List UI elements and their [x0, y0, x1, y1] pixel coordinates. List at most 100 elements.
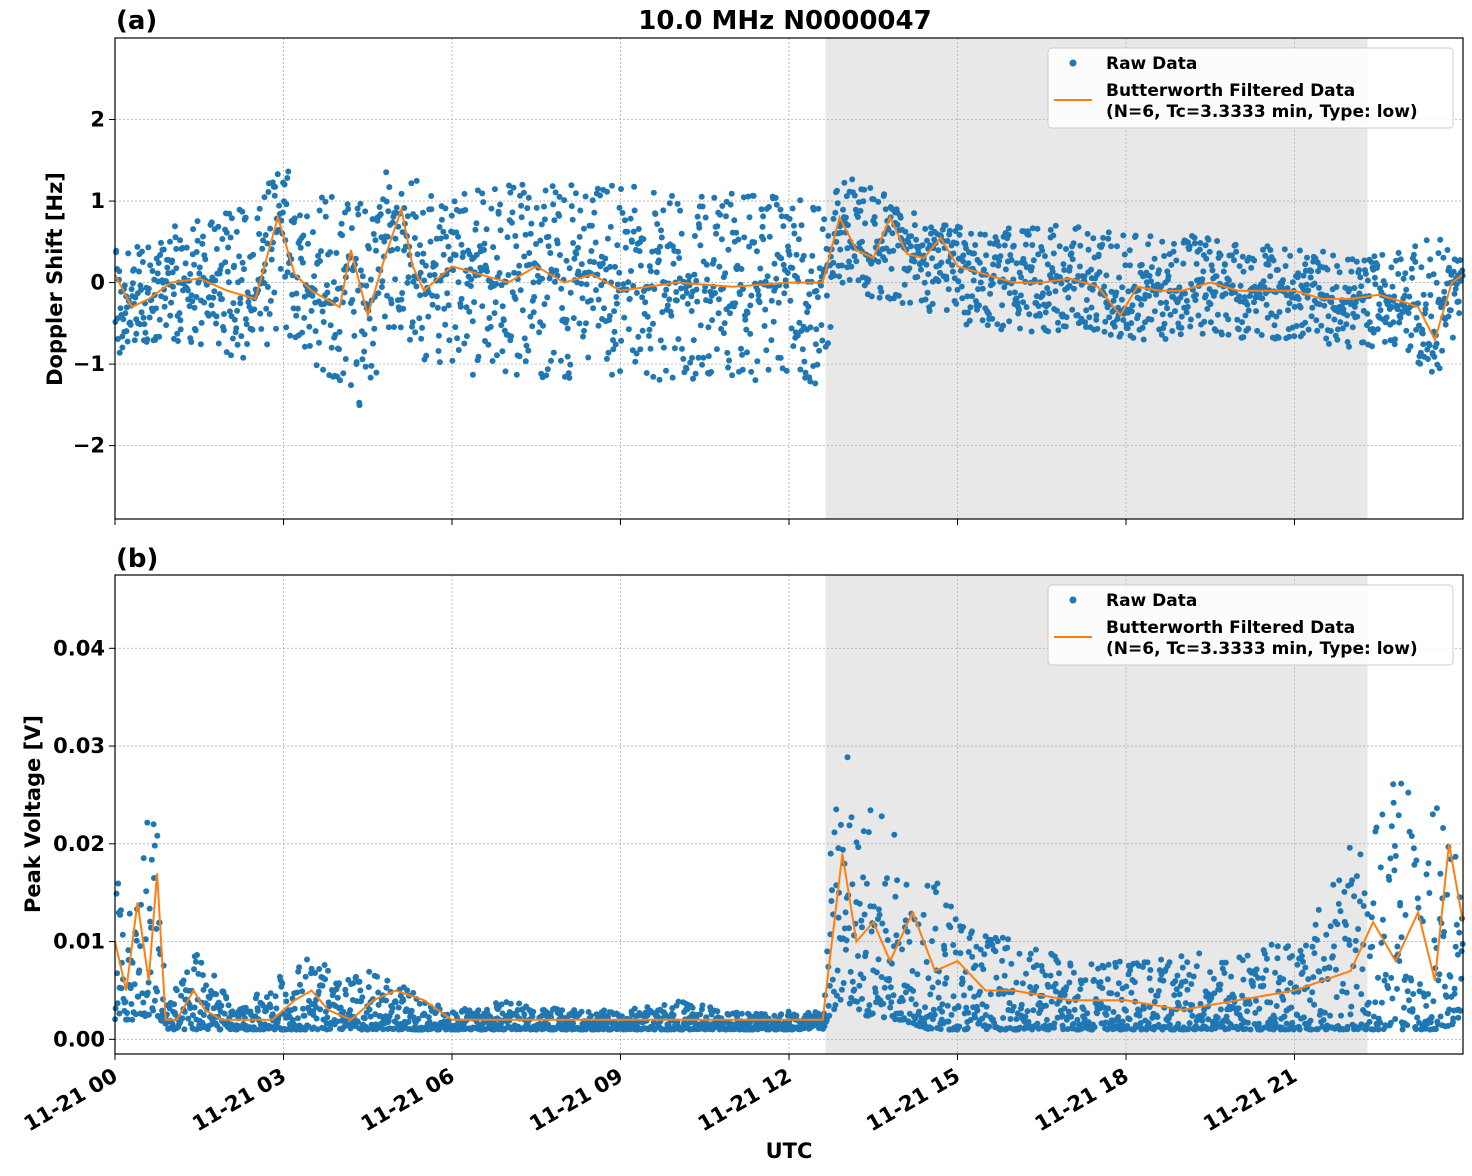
raw-data-point	[237, 300, 244, 307]
raw-data-point	[899, 946, 905, 953]
raw-data-point	[126, 910, 133, 917]
raw-data-point	[518, 202, 525, 209]
raw-data-point	[260, 237, 267, 244]
raw-data-point	[1019, 980, 1026, 987]
raw-data-point	[581, 225, 587, 232]
raw-data-point	[1320, 1017, 1327, 1023]
raw-data-point	[1403, 327, 1410, 334]
raw-data-point	[1444, 247, 1451, 253]
raw-data-point	[1253, 997, 1259, 1004]
raw-data-point	[575, 268, 582, 275]
raw-data-point	[604, 235, 611, 242]
raw-data-point	[242, 316, 249, 323]
raw-data-point	[1236, 293, 1243, 300]
raw-data-point	[1413, 314, 1420, 321]
raw-data-point	[1408, 332, 1415, 339]
raw-data-point	[1294, 961, 1301, 968]
raw-data-point	[521, 335, 528, 342]
raw-data-point	[1135, 312, 1142, 319]
raw-data-point	[201, 299, 208, 306]
raw-data-point	[754, 358, 761, 365]
raw-data-point	[147, 262, 154, 269]
raw-data-point	[860, 975, 867, 982]
raw-data-point	[463, 333, 470, 340]
raw-data-point	[639, 327, 646, 334]
raw-data-point	[529, 1013, 536, 1020]
raw-data-point	[412, 329, 419, 336]
raw-data-point	[705, 353, 712, 360]
raw-data-point	[1272, 969, 1279, 976]
raw-data-point	[399, 1026, 406, 1033]
raw-data-point	[646, 332, 652, 339]
raw-data-point	[1101, 283, 1108, 290]
raw-data-point	[716, 296, 722, 303]
raw-data-point	[389, 247, 396, 253]
raw-data-point	[721, 320, 728, 327]
raw-data-point	[704, 276, 711, 283]
raw-data-point	[1023, 970, 1029, 977]
raw-data-point	[188, 292, 195, 299]
raw-data-point	[1070, 1021, 1077, 1027]
raw-data-point	[1455, 1014, 1462, 1021]
raw-data-point	[1006, 318, 1013, 325]
raw-data-point	[794, 332, 801, 339]
raw-data-point	[311, 273, 318, 280]
raw-data-point	[839, 279, 846, 286]
raw-data-point	[198, 319, 205, 326]
raw-data-point	[824, 948, 831, 955]
raw-data-point	[420, 209, 426, 216]
raw-data-point	[741, 234, 748, 241]
raw-data-point	[955, 278, 962, 285]
raw-data-point	[1240, 268, 1247, 275]
raw-data-point	[219, 236, 226, 242]
raw-data-point	[315, 252, 322, 259]
raw-data-point	[1212, 1025, 1219, 1032]
raw-data-point	[1161, 320, 1168, 327]
raw-data-point	[738, 1010, 745, 1017]
raw-data-point	[1275, 334, 1282, 341]
raw-data-point	[1365, 999, 1372, 1006]
raw-data-point	[1291, 333, 1298, 340]
raw-data-point	[1059, 1012, 1066, 1019]
raw-data-point	[367, 374, 374, 381]
raw-data-point	[1190, 973, 1197, 980]
raw-data-point	[630, 282, 637, 289]
raw-data-point	[143, 888, 150, 895]
raw-data-point	[115, 880, 122, 887]
raw-data-point	[692, 370, 699, 377]
raw-data-point	[145, 244, 152, 251]
raw-data-point	[887, 1004, 894, 1011]
raw-data-point	[1286, 300, 1293, 307]
raw-data-point	[381, 313, 388, 320]
raw-data-point	[590, 305, 597, 312]
y-tick-label: 0.03	[53, 734, 105, 758]
raw-data-point	[334, 994, 341, 1001]
panel-a-legend-raw-label: Raw Data	[1106, 54, 1197, 74]
raw-data-point	[1280, 976, 1287, 983]
raw-data-point	[1325, 313, 1332, 320]
raw-data-point	[1105, 961, 1112, 968]
raw-data-point	[1128, 308, 1135, 315]
raw-data-point	[377, 1013, 384, 1020]
raw-data-point	[1045, 328, 1052, 335]
raw-data-point	[1396, 958, 1403, 964]
raw-data-point	[375, 290, 382, 297]
raw-data-point	[1353, 873, 1360, 880]
raw-data-point	[861, 911, 868, 918]
raw-data-point	[835, 914, 842, 921]
raw-data-point	[876, 294, 883, 301]
raw-data-point	[834, 187, 840, 194]
raw-data-point	[452, 324, 459, 331]
raw-data-point	[215, 223, 222, 230]
raw-data-point	[234, 307, 241, 314]
raw-data-point	[223, 349, 230, 356]
raw-data-point	[1034, 1020, 1041, 1027]
raw-data-point	[1162, 336, 1169, 342]
raw-data-point	[1349, 877, 1356, 884]
raw-data-point	[1409, 1006, 1416, 1013]
raw-data-point	[1069, 306, 1076, 313]
raw-data-point	[758, 206, 765, 213]
raw-data-point	[119, 344, 126, 351]
raw-data-point	[635, 226, 642, 232]
raw-data-point	[837, 821, 844, 828]
